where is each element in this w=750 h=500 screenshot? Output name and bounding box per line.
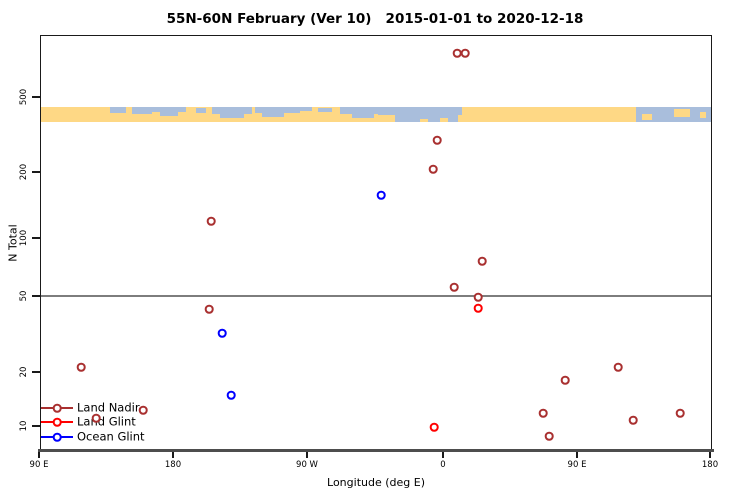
point-land-nadir — [613, 362, 623, 372]
map-ocean-patch — [196, 108, 206, 113]
x-tick-mark — [306, 452, 308, 458]
y-tick-label: 200 — [19, 163, 29, 181]
x-tick-label: 90 E — [567, 460, 587, 470]
map-ocean-patch — [132, 107, 152, 114]
map-ocean-patch — [395, 115, 458, 122]
legend-marker-land-nadir — [52, 403, 62, 413]
map-ocean-patch — [152, 107, 186, 112]
point-land-glint — [429, 422, 439, 432]
map-ocean-patch — [352, 114, 374, 118]
map-land-patch — [440, 118, 448, 122]
map-land-patch — [642, 114, 652, 120]
point-land-nadir — [628, 415, 638, 425]
map-ocean-patch — [318, 108, 332, 112]
point-ocean-glint — [217, 328, 227, 338]
chart-title: 55N-60N February (Ver 10) 2015-01-01 to … — [166, 11, 584, 27]
point-land-nadir — [206, 216, 216, 226]
y-tick-mark — [32, 425, 40, 427]
x-axis-line — [38, 449, 714, 452]
x-tick-mark — [709, 452, 711, 458]
x-tick-mark — [576, 452, 578, 458]
point-land-nadir — [432, 135, 442, 145]
map-ocean-patch — [636, 107, 711, 122]
y-tick-label: 500 — [19, 88, 29, 106]
map-ocean-patch — [340, 107, 378, 114]
x-tick-label: 0 — [440, 460, 446, 470]
x-tick-label: 90 W — [296, 460, 318, 470]
map-ocean-patch — [110, 107, 126, 113]
point-ocean-glint — [376, 190, 386, 200]
y-tick-label: 50 — [19, 290, 29, 302]
legend-marker-land-glint — [52, 417, 62, 427]
x-tick-mark — [172, 452, 174, 458]
y-tick-mark — [32, 237, 40, 239]
point-land-nadir — [449, 282, 459, 292]
legend-label: Ocean Glint — [77, 429, 145, 444]
legend-marker-ocean-glint — [52, 432, 62, 442]
reference-line-50 — [41, 295, 711, 297]
map-ocean-patch — [160, 112, 178, 116]
y-tick-mark — [32, 171, 40, 173]
x-tick-mark — [38, 452, 40, 458]
point-land-nadir — [675, 408, 685, 418]
point-land-nadir — [138, 405, 148, 415]
point-land-nadir — [91, 413, 101, 423]
point-land-nadir — [452, 48, 462, 58]
x-tick-label: 90 E — [29, 460, 49, 470]
point-land-nadir — [473, 292, 483, 302]
plot-border — [40, 35, 712, 451]
legend-label: Land Nadir — [77, 400, 140, 415]
point-land-nadir — [428, 164, 438, 174]
map-ocean-patch — [262, 113, 284, 117]
x-axis-title: Longitude (deg E) — [327, 476, 425, 489]
point-land-nadir — [204, 304, 214, 314]
point-land-nadir — [477, 256, 487, 266]
map-ocean-patch — [300, 107, 312, 111]
point-land-nadir — [544, 431, 554, 441]
point-land-nadir — [460, 48, 470, 58]
y-tick-mark — [32, 96, 40, 98]
map-ocean-patch — [212, 107, 252, 114]
point-land-nadir — [76, 362, 86, 372]
map-ocean-patch — [220, 114, 244, 118]
y-axis-title: N Total — [6, 224, 20, 262]
point-land-nadir — [538, 408, 548, 418]
y-tick-label: 100 — [19, 229, 29, 247]
point-land-glint — [473, 303, 483, 313]
x-tick-label: 180 — [701, 460, 719, 470]
map-land-patch — [674, 109, 690, 117]
y-tick-mark — [32, 295, 40, 297]
map-land-patch — [700, 112, 706, 118]
x-tick-mark — [442, 452, 444, 458]
point-ocean-glint — [226, 390, 236, 400]
x-tick-label: 180 — [164, 460, 182, 470]
map-ocean-patch — [255, 107, 300, 113]
legend-label: Land Glint — [77, 414, 136, 429]
point-land-nadir — [560, 375, 570, 385]
map-land-patch — [420, 119, 428, 122]
y-tick-label: 20 — [19, 366, 29, 378]
y-tick-label: 10 — [19, 420, 29, 432]
map-ocean-patch — [378, 107, 462, 115]
world-map-strip — [41, 107, 711, 122]
y-tick-mark — [32, 371, 40, 373]
